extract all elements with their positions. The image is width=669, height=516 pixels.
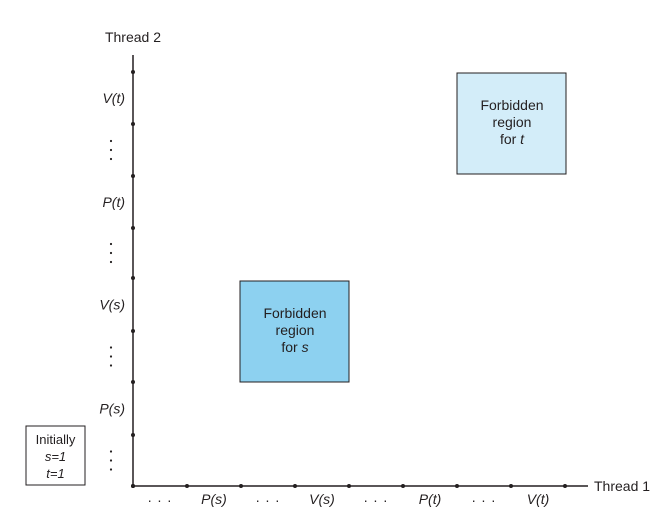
initial-state-frame xyxy=(25,425,86,486)
y-axis-title: Thread 2 xyxy=(105,29,161,45)
x-axis-label-7: V(t) xyxy=(527,491,550,507)
y-axis-ellipsis-0 xyxy=(109,450,113,471)
x-axis-ellipsis-6: . . . xyxy=(472,489,496,505)
initial-state-line3: t=1 xyxy=(46,466,64,481)
x-axis-ellipsis-2: . . . xyxy=(256,489,280,505)
forbidden-region-s: Forbidden region for s xyxy=(239,280,350,383)
x-axis-point-8 xyxy=(563,484,567,488)
forbidden-region-t-var: t xyxy=(520,131,525,147)
y-axis-tick-labels: P(s) V(s) P(t) V(t) xyxy=(99,90,125,471)
y-axis-point-6 xyxy=(131,174,135,178)
forbidden-region-t-line2: region xyxy=(493,114,532,130)
x-axis-point-6 xyxy=(455,484,459,488)
forbidden-region-t-line3: for t xyxy=(500,131,525,147)
y-axis-label-5: P(t) xyxy=(102,194,125,210)
x-axis-point-7 xyxy=(509,484,513,488)
y-axis-points xyxy=(131,70,135,488)
y-axis-label-7: V(t) xyxy=(102,90,125,106)
x-axis-point-1 xyxy=(185,484,189,488)
forbidden-region-t-for: for xyxy=(500,131,520,147)
y-axis-ellipsis-4-dot-0 xyxy=(109,242,113,246)
y-axis-ellipsis-6-dot-2 xyxy=(109,157,113,161)
y-axis-point-0 xyxy=(131,484,135,488)
y-axis-ellipsis-4 xyxy=(109,242,113,264)
y-axis-ellipsis-0-dot-1 xyxy=(109,459,113,462)
y-axis-ellipsis-6 xyxy=(109,139,113,161)
y-axis-point-4 xyxy=(131,276,135,280)
x-axis-label-3: V(s) xyxy=(309,491,335,507)
x-axis-ellipsis-4: . . . xyxy=(364,489,388,505)
forbidden-region-t-box xyxy=(456,72,567,175)
x-axis-ellipsis-0: . . . xyxy=(148,489,172,505)
initial-state-box: Initially s=1 t=1 xyxy=(25,425,86,486)
y-axis-ellipsis-2-dot-0 xyxy=(109,346,113,349)
y-axis-label-3: V(s) xyxy=(99,297,125,313)
y-axis-point-1 xyxy=(131,433,135,437)
y-axis-ellipsis-6-dot-0 xyxy=(109,139,113,143)
y-axis-ellipsis-0-dot-2 xyxy=(109,468,113,471)
y-axis-point-5 xyxy=(131,226,135,230)
y-axis-label-1: P(s) xyxy=(99,401,125,417)
x-axis-label-5: P(t) xyxy=(419,491,442,507)
forbidden-region-s-box xyxy=(239,280,350,383)
x-axis-tick-labels: . . . P(s) . . . V(s) . . . P(t) . . . V(t) xyxy=(148,489,550,507)
initial-state-line2: s=1 xyxy=(45,449,66,464)
forbidden-region-s-line3: for s xyxy=(281,339,308,355)
y-axis-point-7 xyxy=(131,122,135,126)
y-axis-ellipsis-4-dot-2 xyxy=(109,260,113,264)
forbidden-region-t: Forbidden region for t xyxy=(456,72,567,175)
y-axis-ellipsis-4-dot-1 xyxy=(109,251,113,255)
y-axis-point-3 xyxy=(131,329,135,333)
y-axis-ellipsis-2 xyxy=(109,346,113,367)
x-axis-label-1: P(s) xyxy=(201,491,227,507)
y-axis-ellipsis-2-dot-2 xyxy=(109,364,113,367)
forbidden-region-s-line1: Forbidden xyxy=(263,305,326,321)
y-axis-ellipsis-2-dot-1 xyxy=(109,355,113,358)
y-axis-point-8 xyxy=(131,70,135,74)
y-axis-ellipsis-6-dot-1 xyxy=(109,148,113,152)
y-axis-point-2 xyxy=(131,380,135,384)
forbidden-region-s-for: for xyxy=(281,339,301,355)
forbidden-region-s-var: s xyxy=(302,339,309,355)
x-axis-point-4 xyxy=(347,484,351,488)
x-axis-point-2 xyxy=(239,484,243,488)
forbidden-region-t-line1: Forbidden xyxy=(480,97,543,113)
x-axis-point-5 xyxy=(401,484,405,488)
x-axis-title: Thread 1 xyxy=(594,478,650,494)
x-axis-point-3 xyxy=(293,484,297,488)
y-axis-ellipsis-0-dot-0 xyxy=(109,450,113,453)
initial-state-line1: Initially xyxy=(36,432,76,447)
forbidden-region-s-line2: region xyxy=(276,322,315,338)
